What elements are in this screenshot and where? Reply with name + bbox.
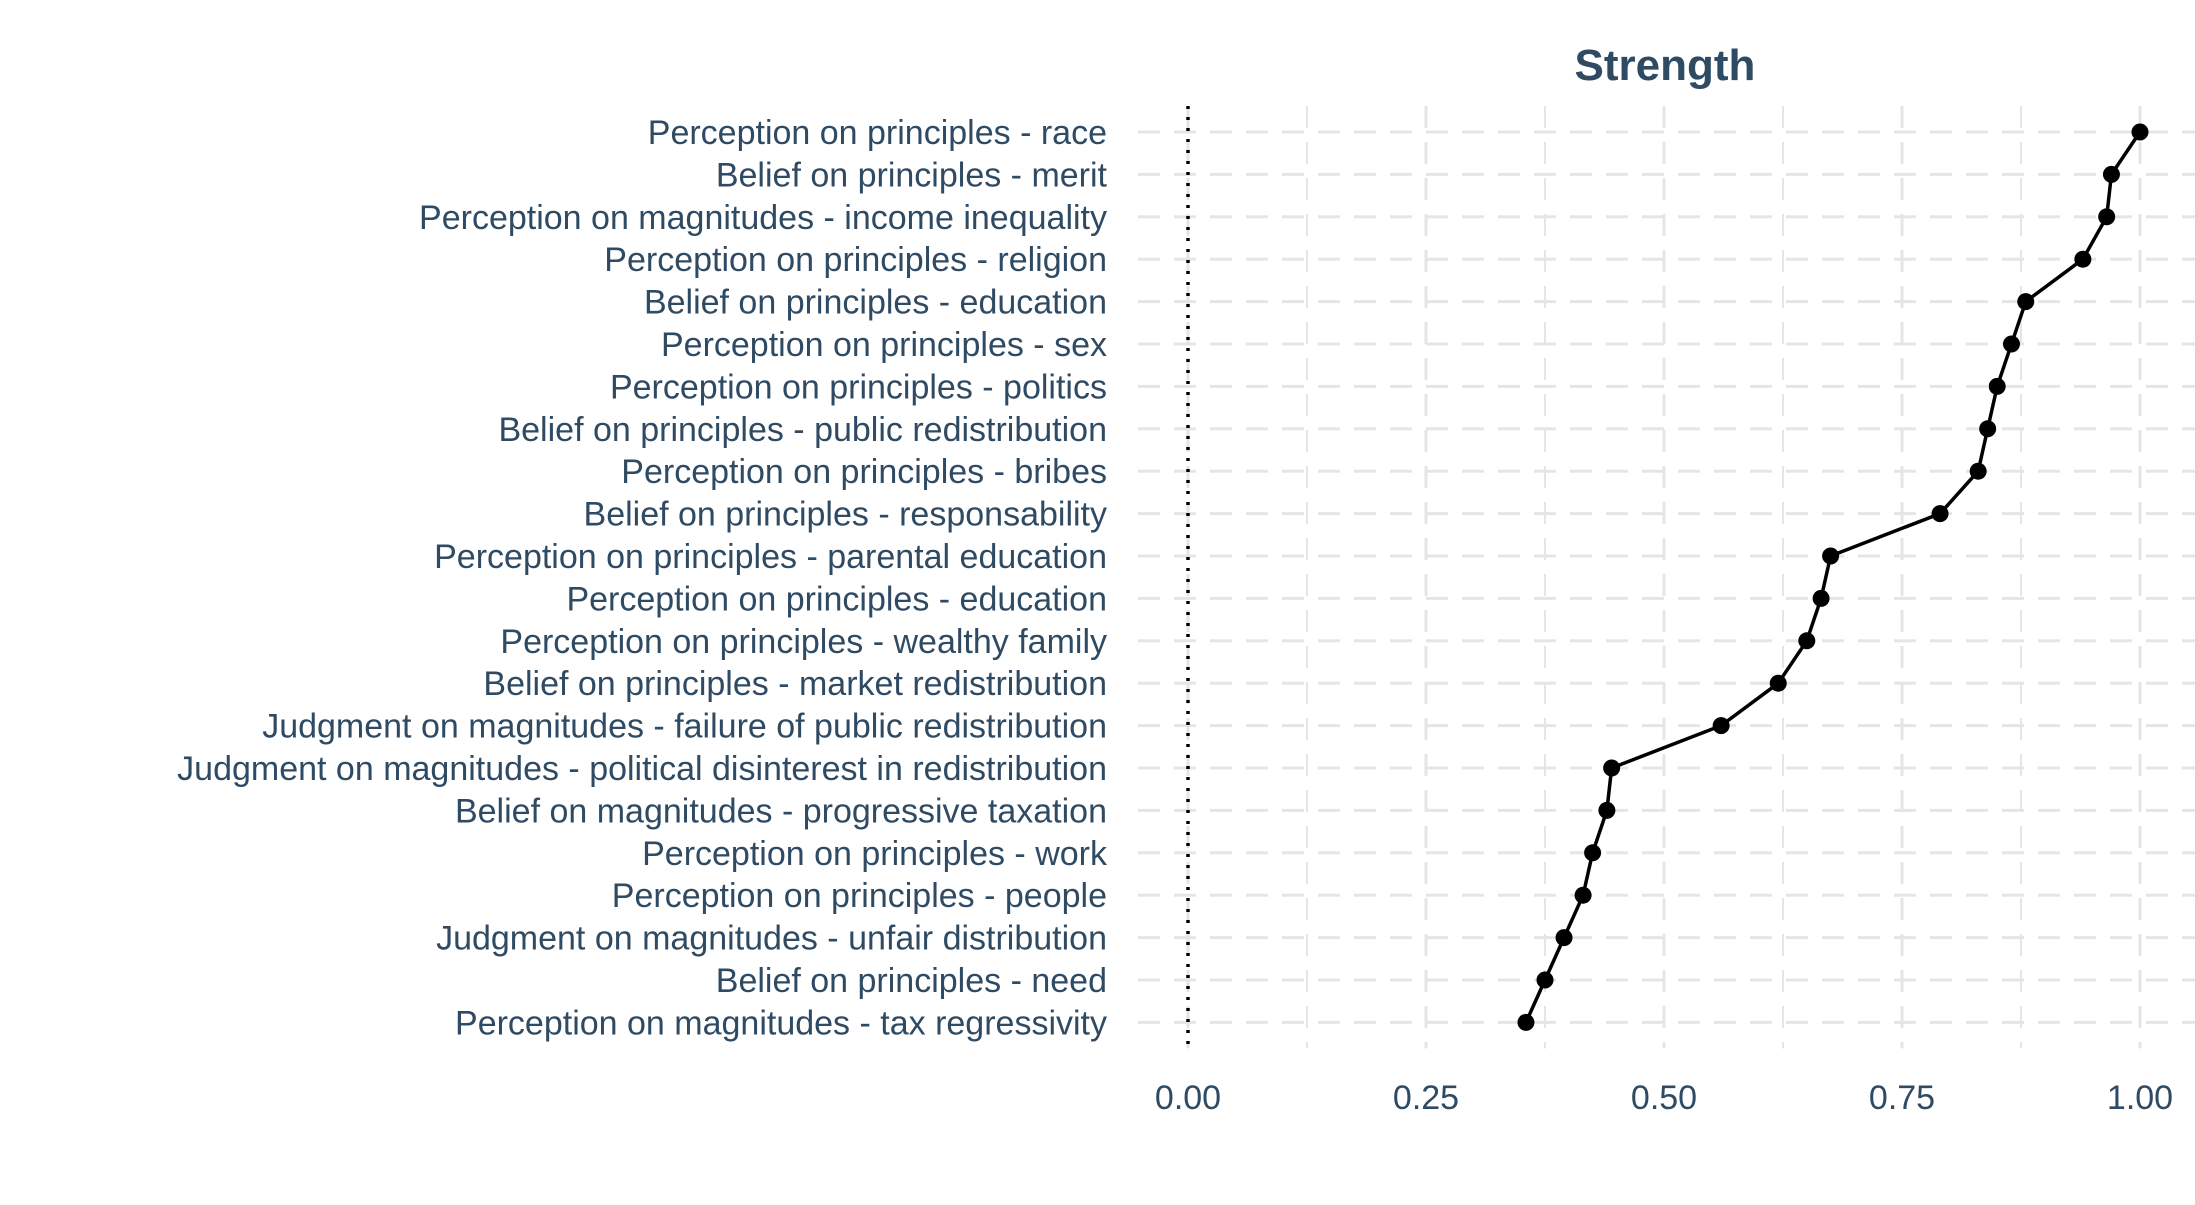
y-tick-label: Perception on principles - work [642,835,1108,873]
data-point [1979,420,1997,438]
data-point [1798,632,1816,650]
x-tick-label: 0.25 [1393,1079,1459,1117]
x-tick-label: 0.50 [1631,1079,1697,1117]
y-tick-label: Perception on principles - people [612,877,1107,915]
y-tick-label: Belief on principles - market redistribu… [483,665,1107,703]
y-tick-label: Judgment on magnitudes - political disin… [177,750,1107,788]
y-tick-label: Perception on principles - religion [604,241,1107,279]
y-tick-label: Belief on principles - merit [716,156,1108,194]
x-tick-label: 1.00 [2107,1079,2173,1117]
data-point [1555,929,1573,947]
data-point [1969,462,1987,480]
chart-title: Strength [1575,41,1756,90]
data-point [1517,1013,1535,1031]
y-tick-label: Belief on principles - public redistribu… [498,411,1107,449]
y-tick-label: Perception on principles - sex [661,326,1107,364]
data-point [2002,335,2020,353]
y-tick-label: Belief on principles - education [644,284,1107,322]
data-point [2074,250,2092,268]
data-point [1769,674,1787,692]
grid-layer [1138,106,2195,1049]
y-tick-label: Perception on principles - race [648,114,1107,152]
y-tick-label: Judgment on magnitudes - unfair distribu… [436,920,1107,958]
series-layer [1517,123,2149,1031]
data-point [2017,293,2035,311]
y-tick-label: Perception on principles - education [566,580,1107,618]
y-tick-label: Perception on principles - parental educ… [434,538,1107,576]
data-point [2102,165,2120,183]
data-point [1931,505,1949,523]
data-point [1603,759,1621,777]
label-layer: Perception on principles - race Belief on… [177,114,2173,1117]
y-tick-label: Perception on principles - wealthy famil… [500,623,1107,661]
y-tick-label: Judgment on magnitudes - failure of publ… [262,708,1107,746]
data-point [1812,589,1830,607]
y-tick-label: Belief on magnitudes - progressive taxat… [455,792,1107,830]
data-point [1712,717,1730,735]
data-point [1584,844,1602,862]
y-tick-label: Perception on magnitudes - income inequa… [419,199,1107,237]
y-tick-label: Perception on magnitudes - tax regressiv… [455,1004,1107,1042]
y-tick-label: Perception on principles - politics [610,368,1107,406]
y-tick-label: Belief on principles - need [716,962,1107,1000]
data-point [1536,971,1554,989]
y-tick-label: Perception on principles - bribes [621,453,1107,491]
data-point [2098,208,2116,226]
x-tick-label: 0.75 [1869,1079,1935,1117]
data-point [1598,801,1616,819]
x-tick-label: 0.00 [1155,1079,1221,1117]
series-line [1524,131,2142,1024]
data-point [2131,123,2149,141]
data-point [1822,547,1840,565]
data-point [1988,377,2006,395]
data-point [1574,886,1592,904]
y-tick-label: Belief on principles - responsability [584,496,1107,534]
